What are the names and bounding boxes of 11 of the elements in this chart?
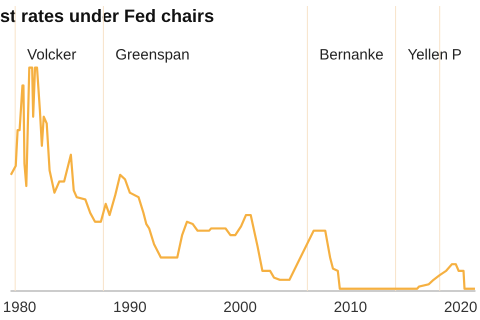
ref-line-label: P	[452, 46, 462, 64]
x-tick-label: 2020	[444, 299, 478, 316]
ref-line-label: Bernanke	[319, 46, 384, 64]
x-tick-label: 1980	[2, 299, 36, 316]
ref-line-label: Greenspan	[115, 46, 190, 64]
ref-line-label: Yellen	[408, 46, 448, 64]
ref-line-label: Volcker	[27, 46, 76, 64]
x-tick-label: 2000	[223, 299, 257, 316]
x-tick-label: 1990	[113, 299, 147, 316]
x-tick-label: 2010	[334, 299, 368, 316]
chart-title: st rates under Fed chairs	[0, 6, 214, 26]
